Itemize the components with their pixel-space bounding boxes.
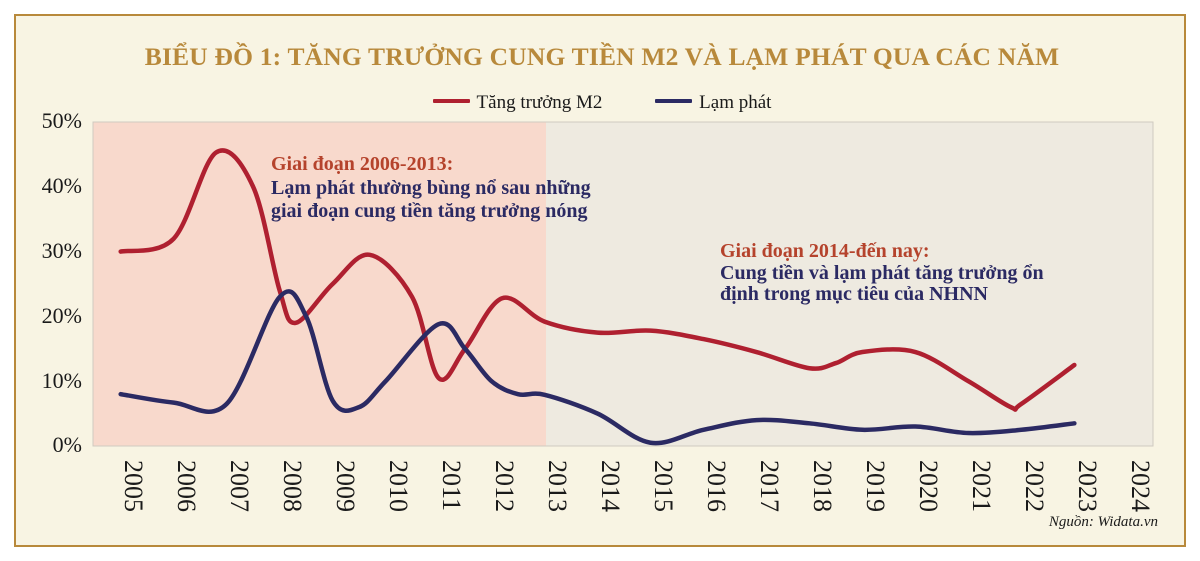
svg-text:2009: 2009: [331, 460, 360, 512]
svg-text:50%: 50%: [42, 108, 82, 133]
svg-text:30%: 30%: [42, 238, 82, 263]
svg-text:2005: 2005: [119, 460, 148, 512]
svg-text:2023: 2023: [1073, 460, 1102, 512]
svg-text:2010: 2010: [384, 460, 413, 512]
svg-text:2006: 2006: [172, 460, 201, 512]
svg-text:2012: 2012: [490, 460, 519, 512]
svg-text:giai đoạn cung tiền tăng trưởn: giai đoạn cung tiền tăng trưởng nóng: [271, 200, 587, 222]
svg-text:2013: 2013: [543, 460, 572, 512]
svg-text:20%: 20%: [42, 303, 82, 328]
svg-text:2011: 2011: [437, 460, 466, 511]
svg-text:2024: 2024: [1126, 460, 1155, 512]
svg-text:định trong mục tiêu của NHNN: định trong mục tiêu của NHNN: [720, 283, 989, 305]
svg-text:2022: 2022: [1020, 460, 1049, 512]
svg-text:Lạm phát thường bùng nổ sau nh: Lạm phát thường bùng nổ sau những: [271, 177, 591, 199]
svg-text:2018: 2018: [808, 460, 837, 512]
svg-text:2019: 2019: [861, 460, 890, 512]
svg-text:0%: 0%: [53, 432, 82, 457]
svg-text:2017: 2017: [755, 460, 784, 512]
svg-text:2007: 2007: [225, 460, 254, 512]
svg-text:10%: 10%: [42, 368, 82, 393]
svg-text:2020: 2020: [914, 460, 943, 512]
svg-text:2016: 2016: [702, 460, 731, 512]
svg-text:2008: 2008: [278, 460, 307, 512]
svg-text:2021: 2021: [967, 460, 996, 512]
svg-text:Giai đoạn 2014-đến nay:: Giai đoạn 2014-đến nay:: [720, 240, 929, 262]
svg-text:2014: 2014: [596, 460, 625, 512]
svg-text:Cung tiền và lạm phát tăng trư: Cung tiền và lạm phát tăng trưởng ổn: [720, 262, 1044, 284]
svg-text:2015: 2015: [649, 460, 678, 512]
svg-text:40%: 40%: [42, 173, 82, 198]
svg-text:Giai đoạn 2006-2013:: Giai đoạn 2006-2013:: [271, 153, 453, 175]
